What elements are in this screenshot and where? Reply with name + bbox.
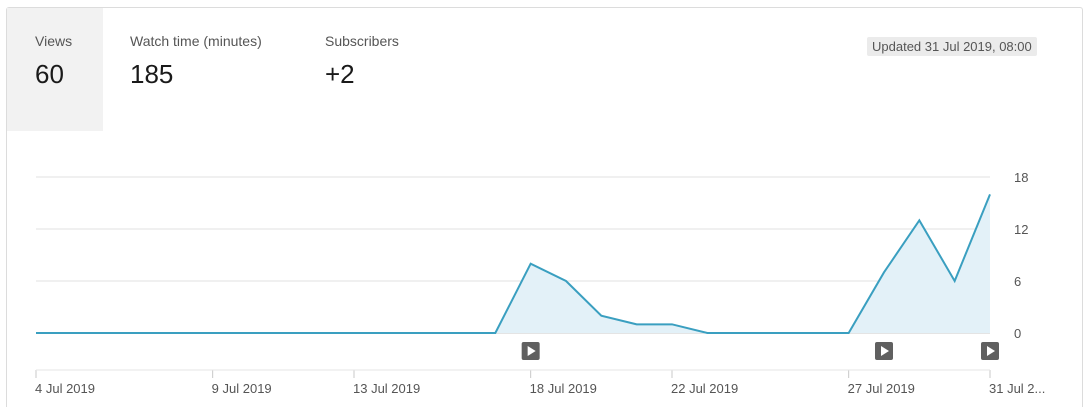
y-tick-label: 6 <box>1014 274 1021 289</box>
metric-label: Views <box>35 33 73 49</box>
data-point[interactable] <box>634 321 640 327</box>
data-point[interactable] <box>704 330 710 336</box>
data-point[interactable] <box>987 191 993 197</box>
metric-label: Subscribers <box>325 33 399 49</box>
x-tick-label: 27 Jul 2019 <box>848 381 915 396</box>
metric-value: 60 <box>35 59 64 89</box>
data-point[interactable] <box>104 330 110 336</box>
metric-label: Watch time (minutes) <box>130 33 262 49</box>
data-point[interactable] <box>139 330 145 336</box>
y-tick-label: 18 <box>1014 170 1028 185</box>
data-point[interactable] <box>916 217 922 223</box>
data-point[interactable] <box>351 330 357 336</box>
data-point[interactable] <box>280 330 286 336</box>
video-marker-play-icon[interactable] <box>981 342 999 360</box>
data-point[interactable] <box>492 330 498 336</box>
y-tick-label: 12 <box>1014 222 1028 237</box>
data-point[interactable] <box>846 330 852 336</box>
x-tick-label: 18 Jul 2019 <box>530 381 597 396</box>
data-point[interactable] <box>386 330 392 336</box>
data-point[interactable] <box>740 330 746 336</box>
data-point[interactable] <box>174 330 180 336</box>
video-marker-play-icon[interactable] <box>875 342 893 360</box>
series-area <box>36 194 990 333</box>
data-point[interactable] <box>68 330 74 336</box>
x-tick-label: 13 Jul 2019 <box>353 381 420 396</box>
metric-tab-watch-time[interactable]: Watch time (minutes) 185 <box>130 8 310 131</box>
metric-value: +2 <box>325 59 355 89</box>
data-point[interactable] <box>810 330 816 336</box>
updated-badge: Updated 31 Jul 2019, 08:00 <box>867 37 1037 56</box>
metric-tab-subscribers[interactable]: Subscribers +2 <box>325 8 475 131</box>
x-tick-label: 4 Jul 2019 <box>35 381 95 396</box>
x-tick-label: 31 Jul 2... <box>989 381 1045 396</box>
data-point[interactable] <box>669 321 675 327</box>
data-point[interactable] <box>952 278 958 284</box>
y-tick-label: 0 <box>1014 326 1021 341</box>
data-point[interactable] <box>563 278 569 284</box>
data-point[interactable] <box>33 330 39 336</box>
series-line-views <box>36 193 991 334</box>
analytics-card: Views 60 Watch time (minutes) 185 Subscr… <box>6 7 1083 407</box>
data-point[interactable] <box>775 330 781 336</box>
data-point[interactable] <box>245 330 251 336</box>
x-tick-label: 22 Jul 2019 <box>671 381 738 396</box>
metric-tab-views[interactable]: Views 60 <box>7 8 103 131</box>
data-point[interactable] <box>881 269 887 275</box>
video-marker-play-icon[interactable] <box>521 342 540 360</box>
data-point[interactable] <box>422 330 428 336</box>
data-point[interactable] <box>210 330 216 336</box>
data-point[interactable] <box>457 330 463 336</box>
x-tick-label: 9 Jul 2019 <box>212 381 272 396</box>
data-point[interactable] <box>316 330 322 336</box>
metric-value: 185 <box>130 59 174 89</box>
data-point[interactable] <box>598 313 604 319</box>
data-point[interactable] <box>528 261 534 267</box>
